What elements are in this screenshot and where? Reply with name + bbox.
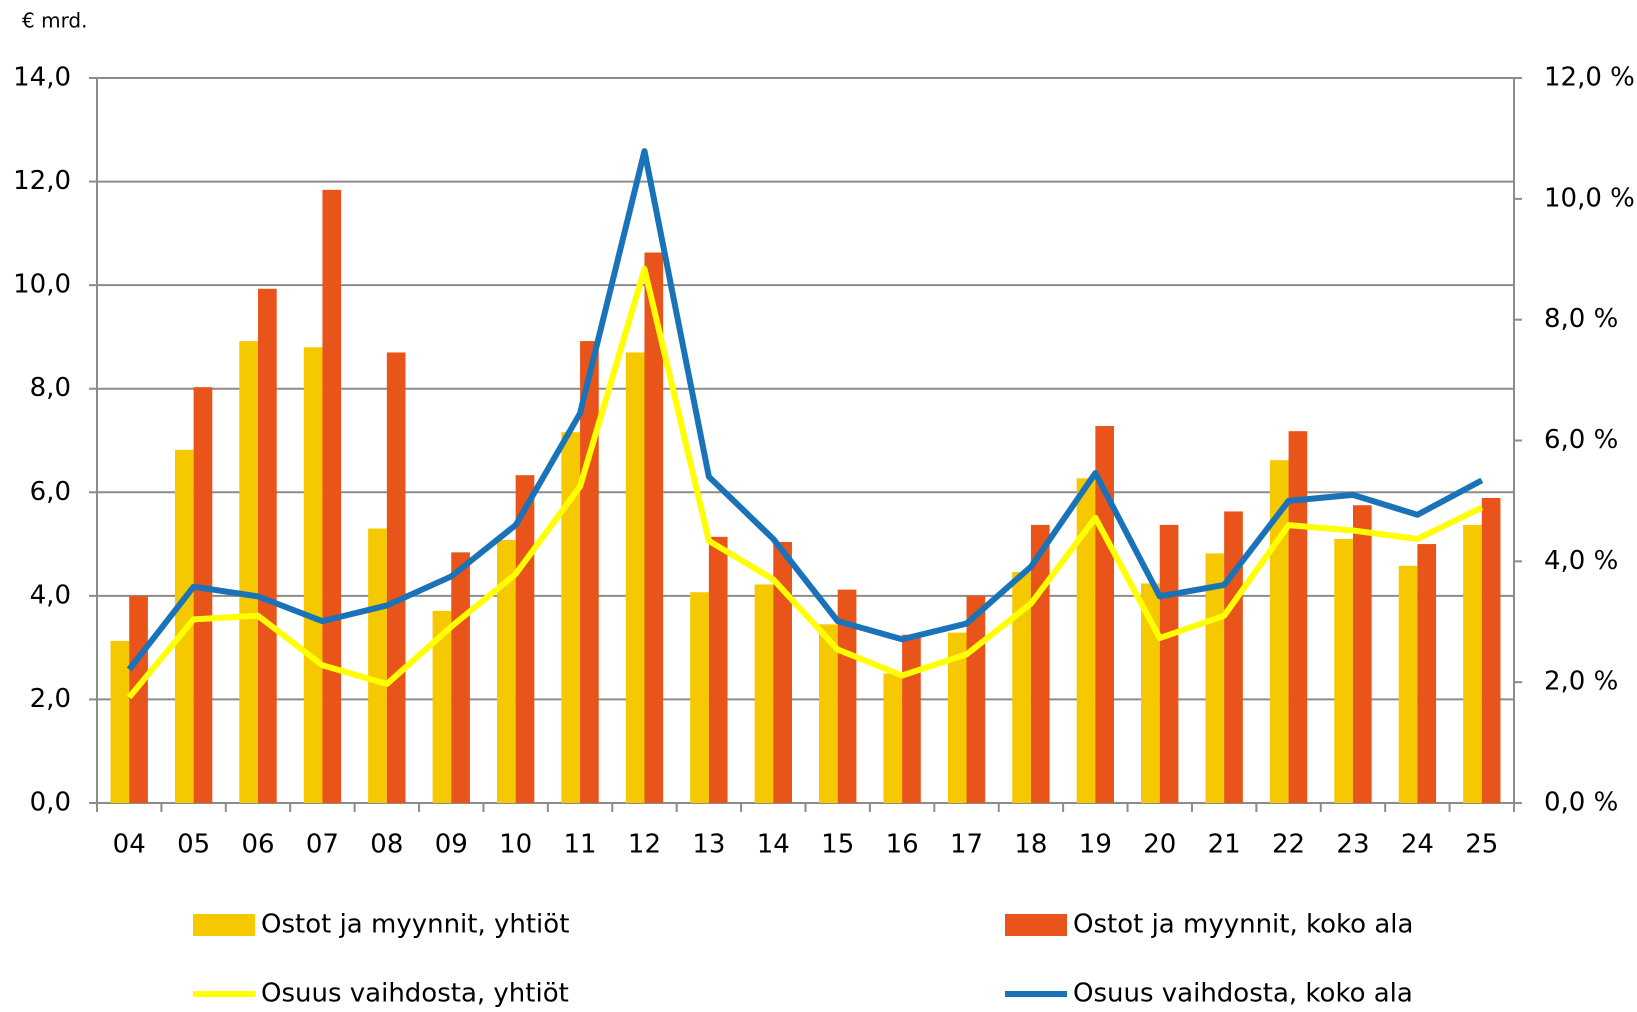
x-tick-label: 13	[692, 830, 725, 860]
bar	[690, 592, 709, 803]
x-tick-label: 24	[1401, 830, 1434, 860]
bar	[947, 632, 967, 803]
x-tick-label: 23	[1336, 830, 1369, 860]
y-tick-label: 2,0	[30, 684, 71, 714]
line	[126, 148, 1484, 672]
y-tick-label: 0,0	[30, 788, 71, 818]
bar	[451, 552, 470, 803]
bar	[1463, 524, 1482, 803]
y2-tick-label: 4,0 %	[1544, 546, 1618, 576]
x-tick-label: 08	[370, 830, 403, 860]
legend-label: Osuus vaihdosta, koko ala	[1073, 979, 1413, 1009]
bar	[819, 624, 838, 803]
y-tick-label: 10,0	[13, 270, 71, 300]
bar	[625, 352, 645, 803]
x-tick-label: 20	[1143, 830, 1176, 860]
x-tick-label: 04	[113, 830, 146, 860]
legend-label: Ostot ja myynnit, koko ala	[1073, 910, 1413, 940]
x-tick-label: 22	[1272, 830, 1305, 860]
bar	[239, 341, 259, 803]
bar	[386, 352, 406, 803]
x-tick-label: 11	[564, 830, 597, 860]
bar	[496, 539, 516, 803]
y2-tick-label: 2,0 %	[1544, 667, 1618, 697]
y2-tick-label: 12,0 %	[1544, 63, 1635, 93]
x-tick-label: 09	[435, 830, 468, 860]
bar	[1288, 431, 1308, 803]
bar	[966, 595, 986, 803]
legend-swatch	[1005, 914, 1067, 936]
bar	[1481, 497, 1501, 803]
bar	[368, 528, 387, 803]
x-tick-label: 12	[628, 830, 661, 860]
x-tick-label: 25	[1465, 830, 1498, 860]
x-tick-label: 15	[821, 830, 854, 860]
bar	[644, 252, 664, 804]
bar	[303, 347, 323, 803]
x-tick-label: 21	[1208, 830, 1241, 860]
x-tick-label: 19	[1079, 830, 1112, 860]
y2-tick-label: 6,0 %	[1544, 425, 1618, 455]
bar	[193, 387, 213, 803]
bar	[1224, 511, 1243, 803]
bar	[110, 640, 130, 803]
y2-tick-label: 8,0 %	[1544, 304, 1618, 334]
y2-tick-label: 0,0 %	[1544, 788, 1618, 818]
bar	[1417, 544, 1437, 803]
bar	[1159, 524, 1179, 803]
x-tick-label: 07	[306, 830, 339, 860]
x-tick-label: 05	[177, 830, 210, 860]
bar	[1205, 553, 1225, 803]
x-tick-label: 06	[241, 830, 274, 860]
bar	[129, 595, 148, 803]
bar	[561, 432, 581, 803]
y-tick-label: 14,0	[13, 63, 71, 93]
x-tick-label: 17	[950, 830, 983, 860]
bar	[1334, 538, 1353, 803]
bar	[837, 589, 857, 803]
legend-label: Ostot ja myynnit, yhtiöt	[261, 910, 569, 940]
legend-swatch	[193, 914, 255, 936]
x-tick-label: 16	[886, 830, 919, 860]
bar	[773, 542, 792, 803]
x-tick-label: 14	[757, 830, 790, 860]
y-tick-label: 8,0	[30, 373, 71, 403]
bar	[754, 584, 774, 803]
bar	[883, 673, 903, 803]
bar	[902, 634, 921, 803]
bar	[1012, 572, 1031, 803]
y-tick-label: 6,0	[30, 477, 71, 507]
y2-tick-label: 10,0 %	[1544, 183, 1635, 213]
bar	[1076, 478, 1096, 803]
bar	[580, 341, 599, 803]
bar	[258, 288, 277, 804]
y-tick-label: 4,0	[30, 580, 71, 610]
bar	[432, 610, 452, 803]
bar	[1398, 565, 1418, 803]
legend-label: Osuus vaihdosta, yhtiöt	[261, 979, 569, 1009]
y-unit-label: € mrd.	[22, 9, 88, 33]
bar	[1352, 505, 1372, 803]
bar	[708, 536, 728, 803]
y-tick-label: 12,0	[13, 166, 71, 196]
bar	[322, 189, 342, 803]
x-tick-label: 10	[499, 830, 532, 860]
line	[126, 265, 1484, 700]
bar	[1141, 583, 1160, 803]
x-tick-label: 18	[1014, 830, 1047, 860]
